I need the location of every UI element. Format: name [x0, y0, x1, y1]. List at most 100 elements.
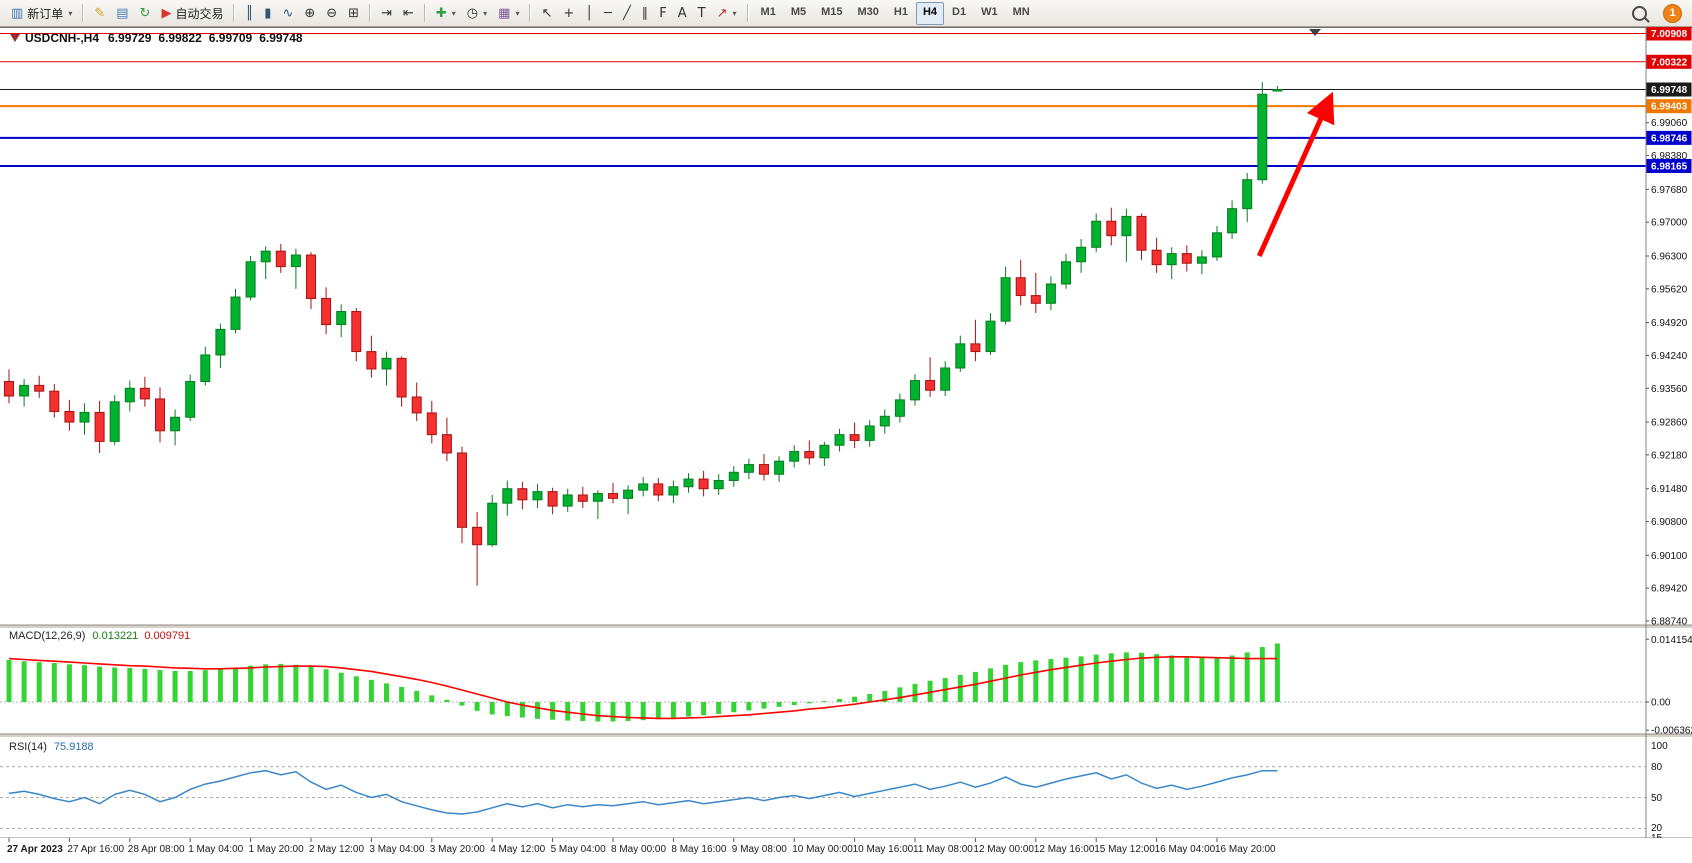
panel-splitter[interactable]: [0, 734, 1692, 737]
candle: [698, 478, 709, 490]
macd-signal-line: [8, 655, 1278, 720]
print-icon: ▤: [116, 5, 129, 21]
periods-button[interactable]: ◷ ▾: [462, 2, 492, 25]
time-label: 12 May 16:00: [1034, 844, 1095, 855]
macd-bar: [1244, 652, 1250, 702]
new-order-button[interactable]: ▥ 新订单 ▾: [6, 2, 77, 25]
price-badge-label: 6.99403: [1651, 102, 1688, 113]
candle: [1227, 208, 1238, 234]
refresh-button[interactable]: ↻: [135, 2, 156, 25]
timeframe-button-h1[interactable]: H1: [893, 5, 908, 18]
macd-bar: [444, 699, 450, 702]
candle: [940, 367, 951, 391]
toolbar-separator: [233, 4, 236, 22]
candle: [970, 343, 981, 353]
candle: [275, 250, 286, 268]
candle: [1181, 253, 1192, 264]
time-label: 3 May 20:00: [430, 844, 485, 855]
auto-scroll-button[interactable]: ⇥: [376, 2, 397, 25]
tile-windows-button[interactable]: ⊞: [343, 2, 364, 25]
candle: [79, 411, 90, 423]
vertical-line-icon: │: [585, 5, 594, 21]
price-tick-label: 6.97000: [1651, 218, 1688, 229]
metaeditor-button[interactable]: ✎: [89, 2, 110, 25]
candle: [985, 320, 996, 353]
rsi-panel[interactable]: [0, 735, 1646, 838]
toolbar: ▥ 新订单 ▾ ✎ ▤ ↻ ▶ 自动交易 ║ ▮ ∿ ⊕ ⊖ ⊞ ⇥ ⇤ ✚ ▾ ◷ ▾ ▦ ▾ ↖ + │ ─ ╱ ∥ F A T ↗ ▾ M1…: [0, 0, 1692, 27]
macd-axis-label: -0.006362: [1651, 726, 1692, 737]
candle: [819, 444, 830, 459]
templates-button[interactable]: ▦ ▾: [493, 2, 524, 25]
macd-bar: [1229, 655, 1235, 702]
macd-panel[interactable]: [0, 626, 1646, 735]
arrows-button[interactable]: ↗ ▾: [712, 2, 742, 25]
text-label-button[interactable]: T: [693, 2, 711, 25]
chart-shift-button[interactable]: ⇤: [398, 2, 419, 25]
price-tick-label: 6.92180: [1651, 450, 1688, 461]
chart-line-button[interactable]: ∿: [277, 2, 298, 25]
candle: [1045, 283, 1056, 304]
main-chart-panel[interactable]: [0, 27, 1646, 626]
candle: [834, 434, 845, 446]
chart-canvas[interactable]: 6.99060 6.98380 6.97680 6.97000 6.96300 6.956…: [0, 26, 1692, 858]
candle: [139, 387, 150, 400]
print-button[interactable]: ▤: [111, 2, 133, 25]
time-axis[interactable]: [0, 838, 1692, 858]
channel-button[interactable]: ∥: [637, 2, 654, 25]
macd-bar: [368, 679, 374, 702]
chart-shift-marker[interactable]: [1309, 29, 1321, 36]
price-badge: [1646, 130, 1692, 145]
timeframe-button-m30[interactable]: M30: [857, 5, 879, 18]
panel-splitter[interactable]: [0, 625, 1692, 628]
macd-axis-label: 0.014154: [1651, 635, 1692, 646]
macd-bar: [248, 665, 254, 702]
candle: [592, 493, 603, 502]
crosshair-button[interactable]: +: [558, 2, 579, 25]
notification-badge[interactable]: 1: [1663, 3, 1682, 23]
autotrading-button[interactable]: ▶ 自动交易: [156, 2, 228, 25]
horizontal-line-button[interactable]: ─: [599, 2, 617, 25]
candle: [577, 494, 588, 502]
candle: [910, 380, 920, 401]
timeframe-button-m5[interactable]: M5: [790, 5, 807, 18]
candle: [306, 254, 316, 299]
zoom-out-button[interactable]: ⊖: [321, 2, 342, 25]
price-badge-label: 7.00908: [1651, 29, 1688, 40]
trendline-button[interactable]: ╱: [618, 2, 636, 25]
time-label: 8 May 16:00: [671, 844, 726, 855]
chart-candles-button[interactable]: ▮: [259, 2, 276, 25]
macd-bar: [278, 663, 284, 702]
macd-bar: [323, 669, 329, 702]
chart-candles-icon: ▮: [264, 5, 272, 21]
candle: [789, 451, 800, 462]
timeframe-button-m1[interactable]: M1: [760, 5, 776, 18]
candle: [94, 411, 105, 442]
search-button[interactable]: [1627, 2, 1652, 25]
candle: [109, 401, 120, 442]
price-tick-label: 6.94920: [1651, 318, 1688, 329]
timeframe-button-mn[interactable]: MN: [1012, 5, 1030, 18]
candle: [502, 488, 513, 504]
cursor-button[interactable]: ↖: [536, 2, 557, 25]
timeframe-button-w1[interactable]: W1: [981, 5, 998, 18]
macd-bar: [338, 672, 344, 702]
time-label: 15 May 12:00: [1094, 844, 1155, 855]
fibonacci-button[interactable]: F: [654, 2, 671, 25]
candle: [1196, 256, 1207, 264]
candle: [759, 464, 769, 475]
candle: [185, 381, 196, 418]
price-tick-label: 6.93560: [1651, 384, 1688, 395]
macd-bar: [716, 702, 722, 714]
timeframe-button-m15[interactable]: M15: [821, 5, 843, 18]
vertical-line-button[interactable]: │: [580, 2, 598, 25]
chart-collapse-icon[interactable]: [10, 34, 20, 42]
indicators-button[interactable]: ✚ ▾: [431, 2, 461, 25]
candle: [955, 343, 966, 369]
chart-window[interactable]: 6.99060 6.98380 6.97680 6.97000 6.96300 6.956…: [0, 26, 1692, 858]
text-button[interactable]: A: [673, 2, 692, 25]
chart-bars-button[interactable]: ║: [240, 2, 258, 25]
timeframe-button-h4[interactable]: H4: [915, 1, 945, 25]
timeframe-button-d1[interactable]: D1: [952, 5, 967, 18]
zoom-in-button[interactable]: ⊕: [299, 2, 320, 25]
trend-arrow[interactable]: [1256, 91, 1335, 258]
